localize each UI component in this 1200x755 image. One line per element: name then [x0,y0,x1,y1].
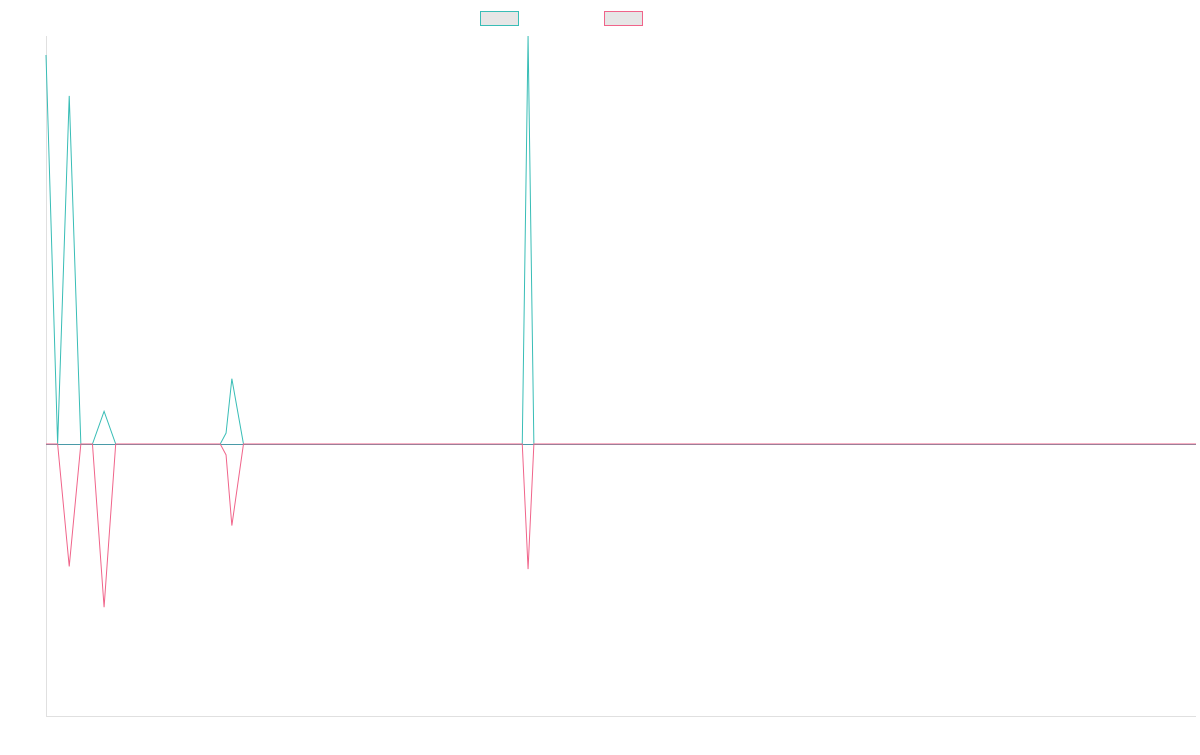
legend-swatch-series-2 [604,10,643,26]
legend-swatch-series-1 [480,10,519,26]
series-line-1 [45,35,1196,445]
legend-item-series-2[interactable] [604,9,649,27]
legend-item-series-1[interactable] [480,9,525,27]
legend [480,9,650,27]
series-line-2 [46,443,1196,608]
